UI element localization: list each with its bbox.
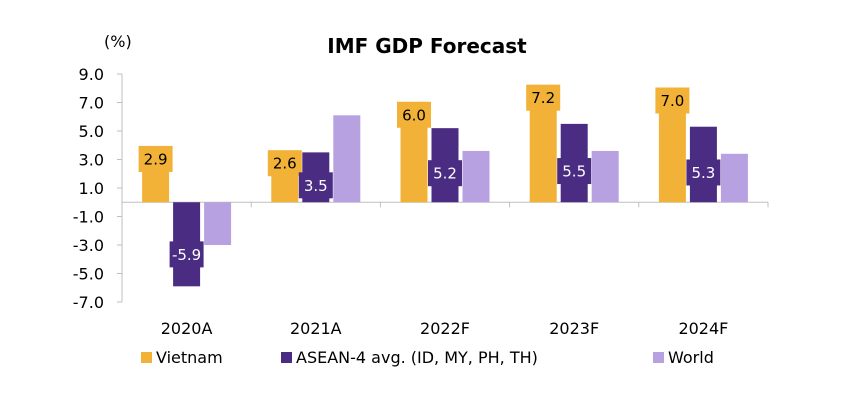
data-label: 5.2	[433, 165, 457, 183]
y-tick-label: -5.0	[73, 265, 104, 284]
bars	[142, 99, 748, 287]
y-tick-label: -3.0	[73, 236, 104, 255]
x-tick-label: 2023F	[549, 319, 599, 338]
data-label: 6.0	[402, 106, 426, 124]
data-label: 5.3	[691, 164, 715, 182]
data-label-box	[428, 160, 462, 187]
x-tick-label: 2021A	[290, 319, 342, 338]
legend-swatch	[653, 352, 664, 363]
data-label: 5.5	[562, 163, 586, 181]
bar	[591, 150, 619, 203]
legend-swatch	[281, 352, 292, 363]
y-tick-label: 5.0	[79, 122, 104, 141]
data-label: 2.9	[144, 150, 168, 168]
bar	[720, 153, 748, 203]
legend-label: World	[668, 348, 714, 367]
data-label-box	[397, 101, 431, 128]
data-label-box	[686, 159, 721, 186]
y-tick-label: 9.0	[79, 65, 104, 84]
legend: Vietnam ASEAN-4 avg. (ID, MY, PH, TH) Worl…	[141, 348, 714, 367]
y-tick-label: 1.0	[79, 179, 104, 198]
y-tick-label: -7.0	[73, 293, 104, 312]
bar	[658, 102, 686, 203]
data-label-box	[298, 172, 333, 199]
x-tick-labels: 2020A 2021A 2022F 2023F 2024F	[161, 319, 729, 338]
data-label-box	[655, 87, 690, 114]
y-tick-label: 3.0	[79, 151, 104, 170]
bar	[400, 116, 428, 203]
bar	[333, 115, 361, 203]
data-label-box	[169, 241, 204, 268]
x-tick-label: 2022F	[420, 319, 470, 338]
data-label: 7.0	[660, 92, 684, 110]
data-label: 7.2	[531, 89, 555, 107]
data-label: 3.5	[304, 177, 328, 195]
y-tick-label: 7.0	[79, 94, 104, 113]
bar	[529, 99, 557, 203]
y-axis-unit-label: (%)	[104, 32, 132, 51]
data-label: -5.9	[172, 246, 201, 264]
x-tick-label: 2020A	[161, 319, 213, 338]
legend-label: ASEAN-4 avg. (ID, MY, PH, TH)	[296, 348, 538, 367]
data-label: 2.6	[273, 155, 297, 173]
data-labels: 2.9 -5.9 2.6 3.5 6.0 5.2 7.2 5.5 7.0 5.3	[138, 84, 721, 268]
data-label-box	[557, 158, 592, 185]
bar	[462, 150, 490, 203]
data-label-box	[138, 145, 173, 172]
chart-title: IMF GDP Forecast	[327, 34, 527, 58]
legend-label: Vietnam	[156, 348, 223, 367]
data-label-box	[267, 150, 302, 177]
y-tick-label: -1.0	[73, 208, 104, 227]
legend-swatch	[141, 352, 152, 363]
bar	[204, 202, 232, 245]
data-label-box	[526, 84, 561, 111]
x-tick-label: 2024F	[678, 319, 728, 338]
